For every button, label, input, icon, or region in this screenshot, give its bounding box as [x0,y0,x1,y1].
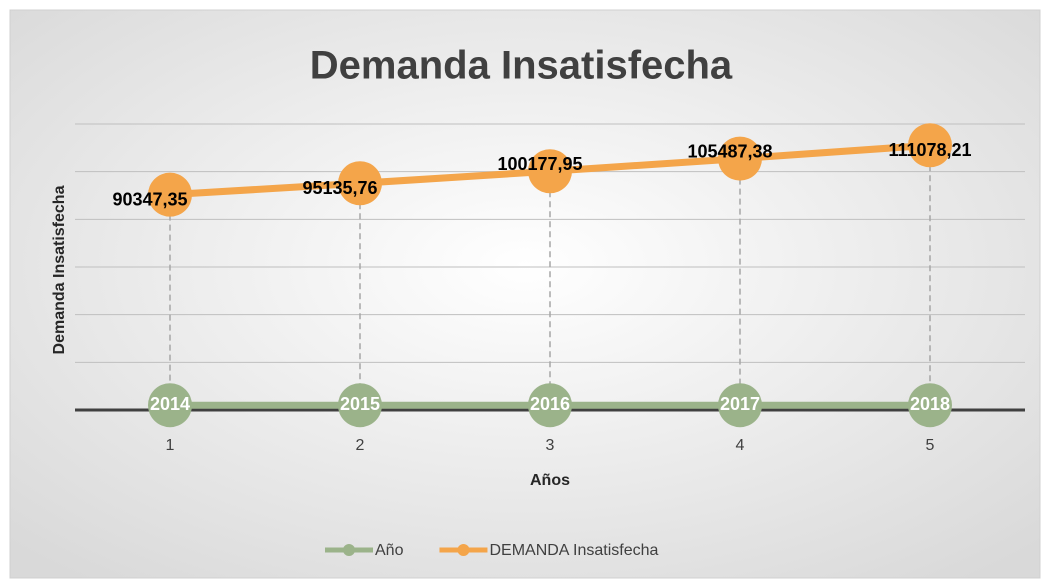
data-label: 105487,38 [687,141,772,161]
legend-label: DEMANDA Insatisfecha [489,542,658,559]
data-label: 2015 [340,394,380,414]
marker [908,123,952,168]
legend-label: Año [375,542,404,559]
x-tick-label: 2 [356,437,365,454]
marker [908,383,952,428]
marker [148,383,192,428]
y-axis-label: Demanda Insatisfecha [51,185,68,354]
marker [528,383,572,428]
chart-area [9,9,1041,579]
x-tick-label: 4 [736,437,745,454]
data-label: 111078,21 [888,140,971,160]
marker [338,383,382,428]
marker [718,136,762,181]
x-tick-label: 5 [926,437,935,454]
marker [528,149,572,194]
x-axis-label: Años [530,472,570,489]
data-label: 2018 [910,394,950,414]
data-label: 2014 [150,394,190,414]
data-label: 2016 [530,394,570,414]
legend-marker [457,544,470,556]
x-tick-label: 3 [546,437,555,454]
data-label: 2017 [720,394,760,414]
x-tick-label: 1 [166,437,175,454]
marker [718,383,762,428]
marker [148,172,192,217]
data-label: 100177,95 [497,154,582,174]
marker [338,161,382,206]
data-label: 95135,76 [302,178,377,198]
data-label: 90347,35 [112,189,187,209]
chart-title: Demanda Insatisfecha [310,44,733,88]
legend-marker [343,544,355,556]
